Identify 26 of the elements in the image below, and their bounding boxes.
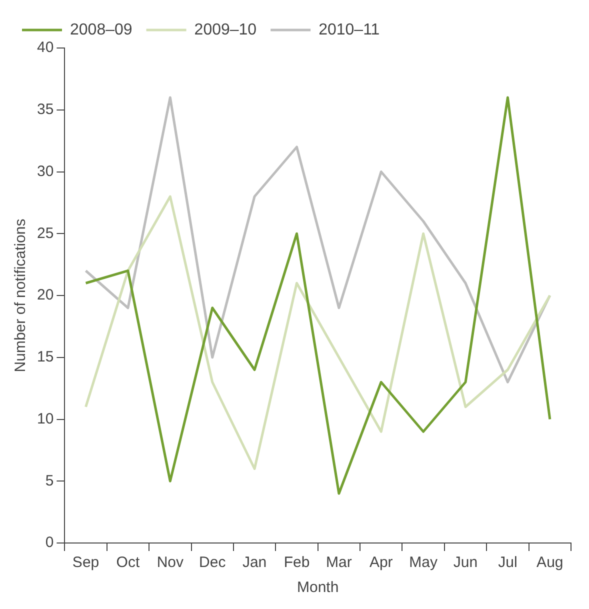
legend-label: 2010–11 xyxy=(318,21,380,38)
x-tick-label: Mar xyxy=(326,554,352,572)
legend-label: 2008–09 xyxy=(70,21,132,38)
y-tick-label: 20 xyxy=(36,286,54,304)
y-tick-label: 0 xyxy=(45,534,54,552)
x-tick-label: Nov xyxy=(156,554,184,572)
y-tick-label: 10 xyxy=(36,410,54,428)
x-tick-label: Feb xyxy=(284,554,310,572)
x-tick-label: Jul xyxy=(498,554,518,572)
x-axis-title: Month xyxy=(296,579,339,596)
y-tick-label: 5 xyxy=(45,472,54,490)
legend-label: 2009–10 xyxy=(194,21,257,38)
y-tick-label: 40 xyxy=(36,39,54,56)
y-tick-label: 15 xyxy=(36,348,54,366)
x-tick-label: Oct xyxy=(116,554,140,572)
y-tick-label: 35 xyxy=(36,101,54,118)
x-tick-label: Sep xyxy=(72,554,100,572)
x-tick-label: Aug xyxy=(536,554,564,572)
y-tick-label: 25 xyxy=(36,224,54,242)
x-tick-label: Apr xyxy=(369,554,393,572)
x-tick-label: Jan xyxy=(242,554,267,572)
x-tick-label: Jun xyxy=(453,554,478,572)
y-tick-label: 30 xyxy=(36,162,54,180)
x-tick-label: Dec xyxy=(199,554,226,572)
y-axis-title: Number of notifications xyxy=(12,218,30,372)
x-tick-label: May xyxy=(409,554,438,572)
